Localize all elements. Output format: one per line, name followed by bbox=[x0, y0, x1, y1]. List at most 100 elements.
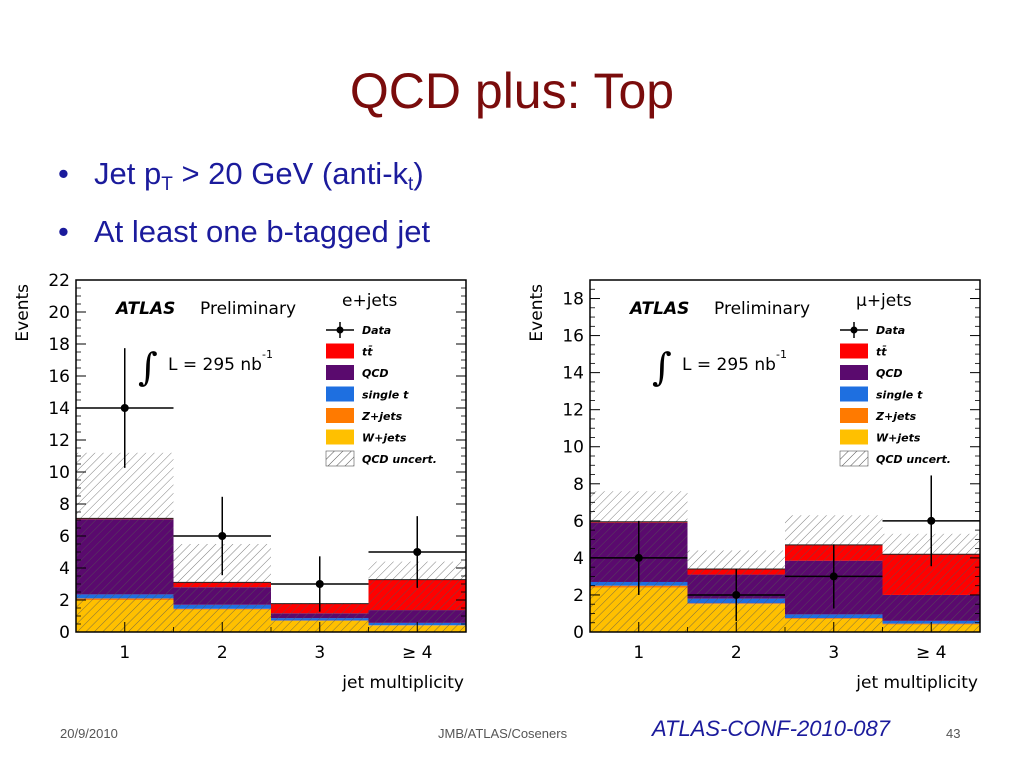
data-point bbox=[218, 532, 227, 540]
y-tick-label: 6 bbox=[573, 512, 584, 532]
bullet-text: At least one b-tagged jet bbox=[94, 214, 431, 249]
y-tick-label: 18 bbox=[562, 290, 584, 310]
y-tick-label: 12 bbox=[562, 401, 584, 421]
y-tick-label: 4 bbox=[573, 549, 584, 569]
luminosity-label: L = 295 nb bbox=[168, 355, 262, 375]
legend-label: W+jets bbox=[362, 432, 407, 445]
y-axis-label: Events bbox=[13, 284, 33, 342]
data-point bbox=[732, 590, 741, 599]
y-tick-label: 10 bbox=[562, 438, 584, 458]
chart-e-jets: 0 2 4 6 8 10 12 14 16 18 20 22 1 2 3 ≥ 4 jet multiplicit… bbox=[6, 270, 476, 700]
luminosity-exponent: -1 bbox=[262, 348, 273, 361]
integral-sign: ∫ bbox=[652, 345, 672, 389]
legend-data-marker bbox=[336, 326, 344, 334]
data-point bbox=[927, 516, 936, 525]
status-label: Preliminary bbox=[200, 299, 296, 319]
y-tick-label: 6 bbox=[59, 527, 70, 547]
legend-swatch bbox=[840, 429, 868, 445]
legend-label: QCD bbox=[876, 367, 903, 380]
luminosity-exponent: -1 bbox=[776, 348, 787, 361]
bullet-list: • Jet pT > 20 GeV (anti-kt) • At least one… bbox=[58, 152, 430, 268]
legend-swatch bbox=[839, 450, 869, 467]
x-tick-label: 2 bbox=[731, 643, 742, 663]
luminosity-label: L = 295 nb bbox=[682, 355, 776, 375]
y-tick-label: 10 bbox=[48, 463, 70, 483]
legend-swatch bbox=[326, 429, 354, 445]
y-tick-label: 2 bbox=[573, 586, 584, 606]
y-tick-label: 16 bbox=[562, 327, 584, 347]
atlas-label: ATLAS bbox=[114, 299, 175, 319]
x-axis-label: jet multiplicity bbox=[855, 673, 978, 693]
channel-label: e+jets bbox=[342, 291, 398, 311]
y-tick-label: 20 bbox=[48, 303, 70, 323]
integral-sign: ∫ bbox=[138, 345, 158, 389]
bullet-subscript: t bbox=[408, 174, 414, 195]
legend-swatch bbox=[326, 386, 354, 402]
bullet-text: > 20 GeV (anti-k bbox=[172, 156, 409, 191]
legend-swatch bbox=[840, 408, 868, 423]
y-tick-label: 14 bbox=[562, 364, 584, 384]
legend-swatch bbox=[326, 343, 354, 359]
conference-note-reference: ATLAS-CONF-2010-087 bbox=[652, 716, 891, 741]
bullet-dot: • bbox=[58, 214, 69, 249]
status-label: Preliminary bbox=[714, 299, 810, 319]
y-tick-label: 22 bbox=[48, 271, 70, 291]
y-tick-label: 12 bbox=[48, 431, 70, 451]
y-tick-label: 2 bbox=[59, 591, 70, 611]
page-number: 43 bbox=[946, 726, 961, 741]
y-tick-label: 14 bbox=[48, 399, 70, 419]
legend-label: single t bbox=[362, 389, 409, 402]
data-point bbox=[315, 580, 324, 588]
y-axis-label: Events bbox=[527, 284, 547, 342]
bullet-btag: • At least one b-tagged jet bbox=[58, 210, 430, 268]
x-tick-label: ≥ 4 bbox=[916, 643, 946, 663]
y-tick-label: 0 bbox=[573, 623, 584, 643]
chart-mu-jets: 0 2 4 6 8 10 12 14 16 18 1 2 3 ≥ 4 jet multiplicity Eve… bbox=[520, 270, 990, 700]
data-point bbox=[413, 548, 422, 556]
legend-label: tt̄ bbox=[362, 345, 373, 358]
legend-swatch bbox=[326, 408, 354, 423]
y-tick-label: 4 bbox=[59, 559, 70, 579]
legend-swatch bbox=[840, 343, 868, 359]
channel-label: μ+jets bbox=[856, 291, 912, 311]
x-tick-label: 1 bbox=[119, 643, 130, 663]
data-point bbox=[120, 404, 129, 412]
data-point bbox=[634, 553, 643, 562]
legend-swatch bbox=[840, 365, 868, 380]
bullet-text: ) bbox=[413, 156, 424, 191]
legend-label: Data bbox=[876, 324, 905, 337]
legend-data-marker bbox=[850, 326, 858, 334]
slide-title: QCD plus: Top bbox=[349, 63, 675, 119]
y-tick-label: 8 bbox=[59, 495, 70, 515]
legend-swatch bbox=[840, 386, 868, 402]
legend-swatch bbox=[325, 450, 355, 467]
legend-label: Z+jets bbox=[875, 410, 917, 423]
y-tick-label: 8 bbox=[573, 475, 584, 495]
x-tick-label: ≥ 4 bbox=[402, 643, 432, 663]
bullet-subscript: T bbox=[161, 174, 173, 195]
bullet-dot: • bbox=[58, 156, 69, 191]
legend-label: QCD bbox=[362, 367, 389, 380]
legend-label: Z+jets bbox=[361, 410, 403, 423]
x-tick-label: 3 bbox=[314, 643, 325, 663]
atlas-label: ATLAS bbox=[628, 299, 689, 319]
legend-label: Data bbox=[362, 324, 391, 337]
legend-label: single t bbox=[876, 389, 923, 402]
legend-label: tt̄ bbox=[876, 345, 887, 358]
data-point bbox=[829, 572, 838, 581]
legend-swatch bbox=[326, 365, 354, 380]
bullet-text: Jet p bbox=[94, 156, 162, 191]
x-axis-label: jet multiplicity bbox=[341, 673, 464, 693]
footer-date: 20/9/2010 bbox=[60, 726, 118, 741]
legend-label: QCD uncert. bbox=[876, 453, 951, 466]
x-tick-label: 3 bbox=[828, 643, 839, 663]
x-tick-label: 1 bbox=[633, 643, 644, 663]
legend-label: QCD uncert. bbox=[362, 453, 437, 466]
x-tick-label: 2 bbox=[217, 643, 228, 663]
qcd-uncertainty-band bbox=[76, 452, 174, 632]
y-tick-label: 0 bbox=[59, 623, 70, 643]
bullet-jet-pt: • Jet pT > 20 GeV (anti-kt) bbox=[58, 152, 430, 210]
legend-label: W+jets bbox=[876, 432, 921, 445]
